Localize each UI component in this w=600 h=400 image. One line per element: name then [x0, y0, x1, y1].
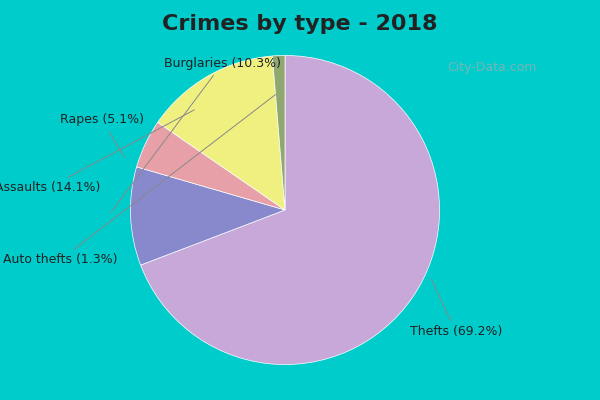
Text: City-Data.com: City-Data.com	[447, 62, 537, 74]
Text: Crimes by type - 2018: Crimes by type - 2018	[162, 14, 438, 34]
Text: Burglaries (10.3%): Burglaries (10.3%)	[111, 58, 281, 212]
Wedge shape	[137, 122, 285, 210]
Text: Assaults (14.1%): Assaults (14.1%)	[0, 110, 194, 194]
Text: Thefts (69.2%): Thefts (69.2%)	[410, 279, 502, 338]
Text: Rapes (5.1%): Rapes (5.1%)	[60, 114, 144, 157]
Text: Auto thefts (1.3%): Auto thefts (1.3%)	[3, 94, 275, 266]
Wedge shape	[140, 56, 440, 364]
Wedge shape	[158, 56, 285, 210]
Wedge shape	[272, 56, 285, 210]
Wedge shape	[130, 167, 285, 265]
